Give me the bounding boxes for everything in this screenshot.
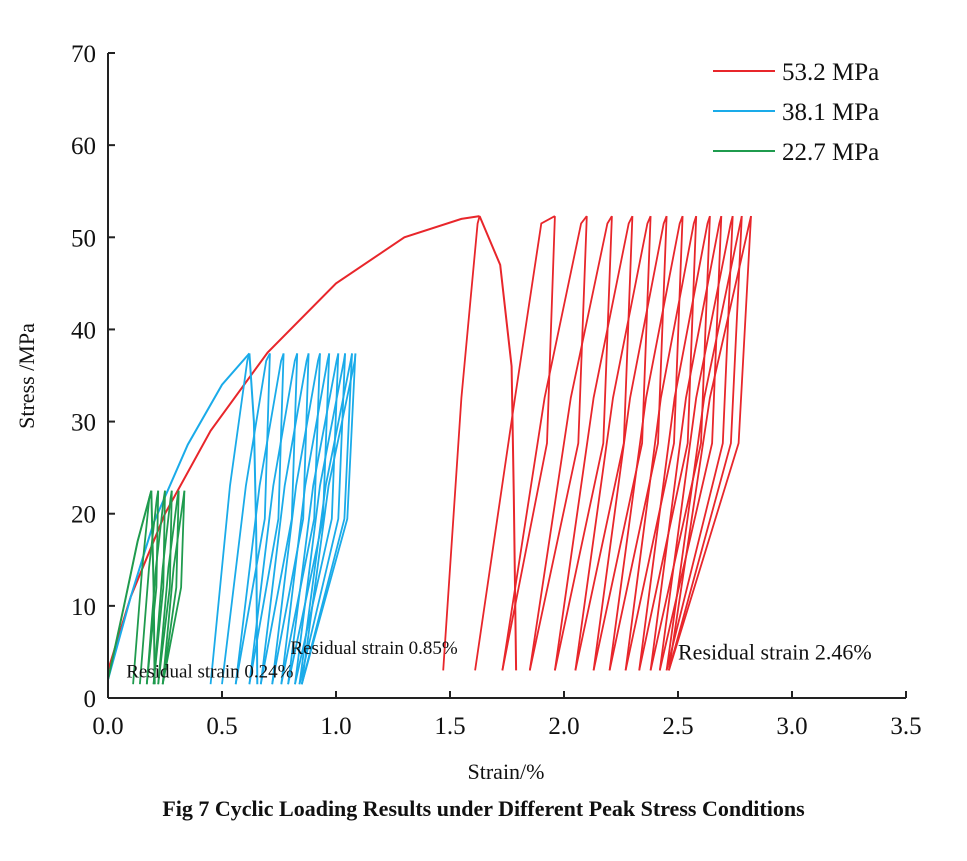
y-axis-label: Stress /MPa	[14, 323, 39, 429]
y-tick-label: 20	[71, 502, 96, 529]
x-tick-label: 3.0	[776, 713, 807, 740]
unloading-curve	[608, 216, 668, 671]
series-0	[107, 215, 752, 671]
x-tick-label: 2.5	[662, 713, 693, 740]
unloading-curve	[668, 216, 743, 671]
unloading-curve	[668, 216, 752, 671]
series-2	[107, 490, 186, 685]
reloading-curve	[221, 352, 271, 685]
x-tick-label: 1.0	[320, 713, 351, 740]
unloading-curve	[665, 216, 734, 671]
y-tick-label: 70	[71, 41, 96, 68]
unloading-curve	[234, 353, 271, 685]
legend-entry: 53.2 MPa	[782, 59, 879, 86]
figure-caption: Fig 7 Cyclic Loading Results under Diffe…	[162, 796, 805, 821]
reloading-curve	[234, 353, 285, 685]
unloading-curve	[157, 490, 173, 685]
unloading-curve	[271, 353, 310, 685]
reloading-curve	[574, 215, 652, 671]
series-layer	[107, 215, 752, 685]
unloading-curve	[300, 353, 353, 685]
unloading-curve	[638, 216, 698, 671]
chart-svg: 0.0 0.5 1.0 1.5 2.0 2.5 3.0 3.5010203040506070 …	[14, 41, 922, 784]
y-tick-label: 40	[71, 317, 96, 344]
x-tick-label: 0.0	[92, 713, 123, 740]
reloading-curve	[474, 215, 556, 671]
x-tick-label: 3.5	[890, 713, 921, 740]
unloading-curve	[161, 490, 186, 685]
residual-strain-annotation: Residual strain 0.85%	[290, 638, 457, 659]
reloading-curve	[442, 215, 481, 671]
unloading-curve	[624, 216, 684, 671]
reloading-curve	[132, 490, 153, 685]
residual-strain-annotation: Residual strain 2.46%	[678, 639, 872, 664]
reloading-curve	[592, 215, 668, 671]
x-tick-label: 0.5	[206, 713, 237, 740]
reloading-curve	[649, 215, 723, 671]
legend-entry: 38.1 MPa	[782, 99, 879, 126]
series-1	[107, 352, 357, 685]
reloading-curve	[638, 215, 711, 671]
y-tick-label: 60	[71, 133, 96, 160]
reloading-curve	[209, 353, 251, 685]
y-tick-label: 0	[84, 686, 97, 713]
unloading-curve	[528, 216, 588, 671]
unloading-curve	[161, 490, 180, 685]
y-tick-label: 30	[71, 410, 96, 437]
unloading-curve	[248, 353, 285, 685]
annotation-layer: Residual strain 0.24% Residual strain 0.8…	[126, 638, 871, 683]
reloading-curve	[528, 215, 613, 671]
y-tick-label: 10	[71, 594, 96, 621]
x-axis-label: Strain/%	[468, 759, 545, 784]
unloading-curve	[300, 353, 357, 685]
reloading-curve	[554, 215, 634, 671]
unloading-curve	[298, 353, 346, 685]
reloading-curve	[501, 215, 588, 671]
reloading-curve	[248, 353, 299, 685]
loading-envelope	[107, 352, 251, 680]
unloading-curve	[501, 216, 556, 671]
reloading-curve	[624, 215, 698, 671]
first-unloading	[478, 215, 518, 671]
y-tick-label: 50	[71, 225, 96, 252]
unloading-curve	[554, 216, 613, 671]
x-tick-label: 1.5	[434, 713, 465, 740]
legend-entry: 22.7 MPa	[782, 139, 879, 166]
legend: 53.2 MPa 38.1 MPa 22.7 MPa	[713, 59, 879, 166]
x-tick-label: 2.0	[548, 713, 579, 740]
first-unloading	[248, 353, 259, 685]
reloading-curve	[608, 215, 684, 671]
unloading-curve	[592, 216, 652, 671]
residual-strain-annotation: Residual strain 0.24%	[126, 662, 293, 683]
axes-layer	[107, 53, 906, 699]
ticks-layer: 0.0 0.5 1.0 1.5 2.0 2.5 3.0 3.5 0 10 20 30 40 50 60 70	[71, 41, 922, 740]
loading-envelope	[107, 490, 153, 680]
